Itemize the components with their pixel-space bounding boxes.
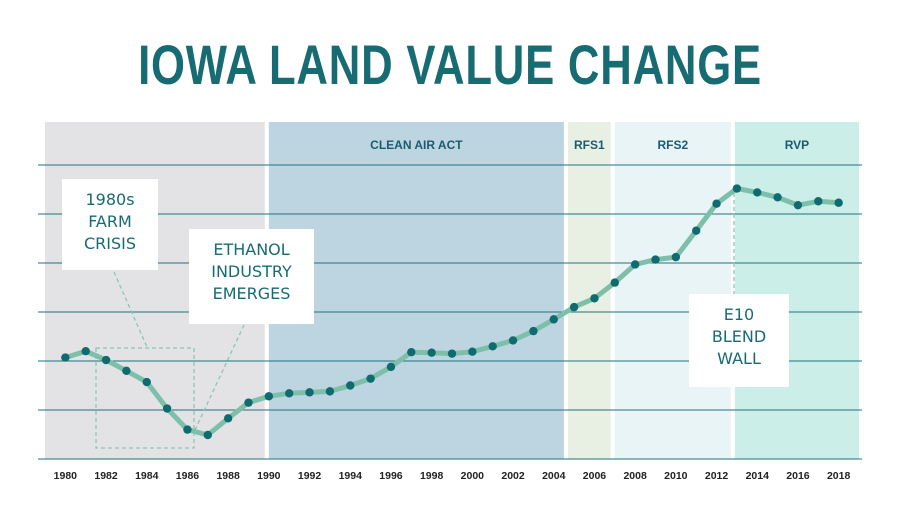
data-point bbox=[346, 381, 355, 390]
data-point bbox=[468, 347, 477, 356]
data-point bbox=[122, 366, 131, 375]
chart-title: IOWA LAND VALUE CHANGE bbox=[138, 33, 762, 96]
annotation-line: CRISIS bbox=[83, 234, 137, 253]
x-tick-label: 1992 bbox=[298, 470, 322, 482]
x-tick-label: 2002 bbox=[501, 470, 525, 482]
data-point bbox=[651, 255, 660, 264]
data-point bbox=[590, 294, 599, 303]
annotation-ethanol-industry: ETHANOL INDUSTRY EMERGES bbox=[189, 229, 314, 324]
data-point bbox=[427, 348, 436, 357]
data-point bbox=[732, 184, 742, 193]
data-point bbox=[508, 336, 518, 345]
x-tick-label: 2012 bbox=[705, 470, 729, 482]
data-point bbox=[142, 377, 151, 387]
data-point bbox=[529, 326, 538, 336]
x-tick-label: 1984 bbox=[135, 470, 159, 482]
x-tick-label: 2010 bbox=[664, 470, 688, 482]
x-tick-label: 2016 bbox=[786, 470, 810, 482]
data-point bbox=[447, 349, 457, 358]
ethanol-leader bbox=[194, 324, 245, 431]
x-tick-label: 2014 bbox=[746, 470, 770, 482]
x-axis-ticks: 1980 1982 1984 1986 1988 1990 1992 1994 1996 1998… bbox=[54, 470, 851, 482]
data-point bbox=[712, 199, 721, 208]
data-point bbox=[223, 414, 233, 423]
data-points bbox=[61, 184, 843, 440]
x-tick-label: 2000 bbox=[461, 470, 485, 482]
data-point bbox=[386, 362, 396, 372]
x-tick-label: 1998 bbox=[420, 470, 444, 482]
band-label: RFS1 bbox=[574, 138, 605, 152]
data-point bbox=[325, 387, 335, 396]
period-band bbox=[268, 122, 564, 459]
annotation-e10-blend-wall: E10 BLEND WALL bbox=[689, 294, 789, 387]
x-tick-label: 1994 bbox=[339, 470, 363, 482]
data-point bbox=[692, 226, 701, 235]
x-tick-label: 1980 bbox=[54, 470, 78, 482]
data-point bbox=[793, 200, 803, 210]
data-point bbox=[162, 404, 172, 413]
x-tick-label: 2018 bbox=[827, 470, 851, 482]
data-point bbox=[834, 198, 843, 207]
period-band bbox=[614, 122, 731, 459]
data-point bbox=[264, 392, 274, 401]
annotation-line: 1980s bbox=[85, 190, 135, 209]
farm-crisis-region bbox=[95, 347, 195, 449]
data-point bbox=[183, 425, 192, 434]
x-tick-label: 2004 bbox=[542, 470, 566, 482]
annotation-line: INDUSTRY bbox=[211, 262, 292, 281]
annotation-line: FARM bbox=[88, 212, 132, 231]
data-point bbox=[81, 347, 90, 356]
data-point bbox=[569, 302, 579, 312]
data-point bbox=[814, 197, 823, 206]
data-point bbox=[549, 315, 558, 324]
data-point bbox=[305, 388, 314, 397]
period-band bbox=[734, 122, 859, 459]
x-tick-label: 1996 bbox=[379, 470, 403, 482]
data-point bbox=[101, 355, 111, 365]
band-label: CLEAN AIR ACT bbox=[370, 138, 463, 152]
annotation-line: E10 bbox=[723, 305, 755, 324]
data-point bbox=[671, 252, 681, 262]
x-tick-label: 2006 bbox=[583, 470, 607, 482]
annotation-guides bbox=[95, 186, 735, 449]
x-tick-label: 1990 bbox=[257, 470, 281, 482]
x-tick-label: 1986 bbox=[176, 470, 200, 482]
data-point bbox=[753, 188, 762, 197]
annotation-line: ETHANOL bbox=[213, 240, 290, 259]
data-point bbox=[203, 430, 212, 440]
x-tick-label: 1982 bbox=[94, 470, 118, 482]
data-point bbox=[630, 260, 640, 269]
band-label: RFS2 bbox=[657, 138, 688, 152]
data-point bbox=[61, 353, 70, 362]
data-point bbox=[610, 278, 619, 287]
band-label: RVP bbox=[785, 138, 809, 152]
annotation-line: WALL bbox=[717, 349, 761, 368]
data-point bbox=[366, 374, 375, 383]
x-tick-label: 2008 bbox=[623, 470, 647, 482]
annotation-farm-crisis: 1980s FARM CRISIS bbox=[62, 179, 158, 270]
data-point bbox=[285, 389, 294, 398]
annotation-line: BLEND bbox=[711, 327, 767, 346]
annotation-line: EMERGES bbox=[212, 284, 291, 303]
data-point bbox=[407, 347, 416, 357]
data-point bbox=[488, 342, 497, 351]
data-point bbox=[244, 398, 253, 407]
data-point bbox=[773, 193, 782, 202]
x-tick-label: 1988 bbox=[216, 470, 240, 482]
